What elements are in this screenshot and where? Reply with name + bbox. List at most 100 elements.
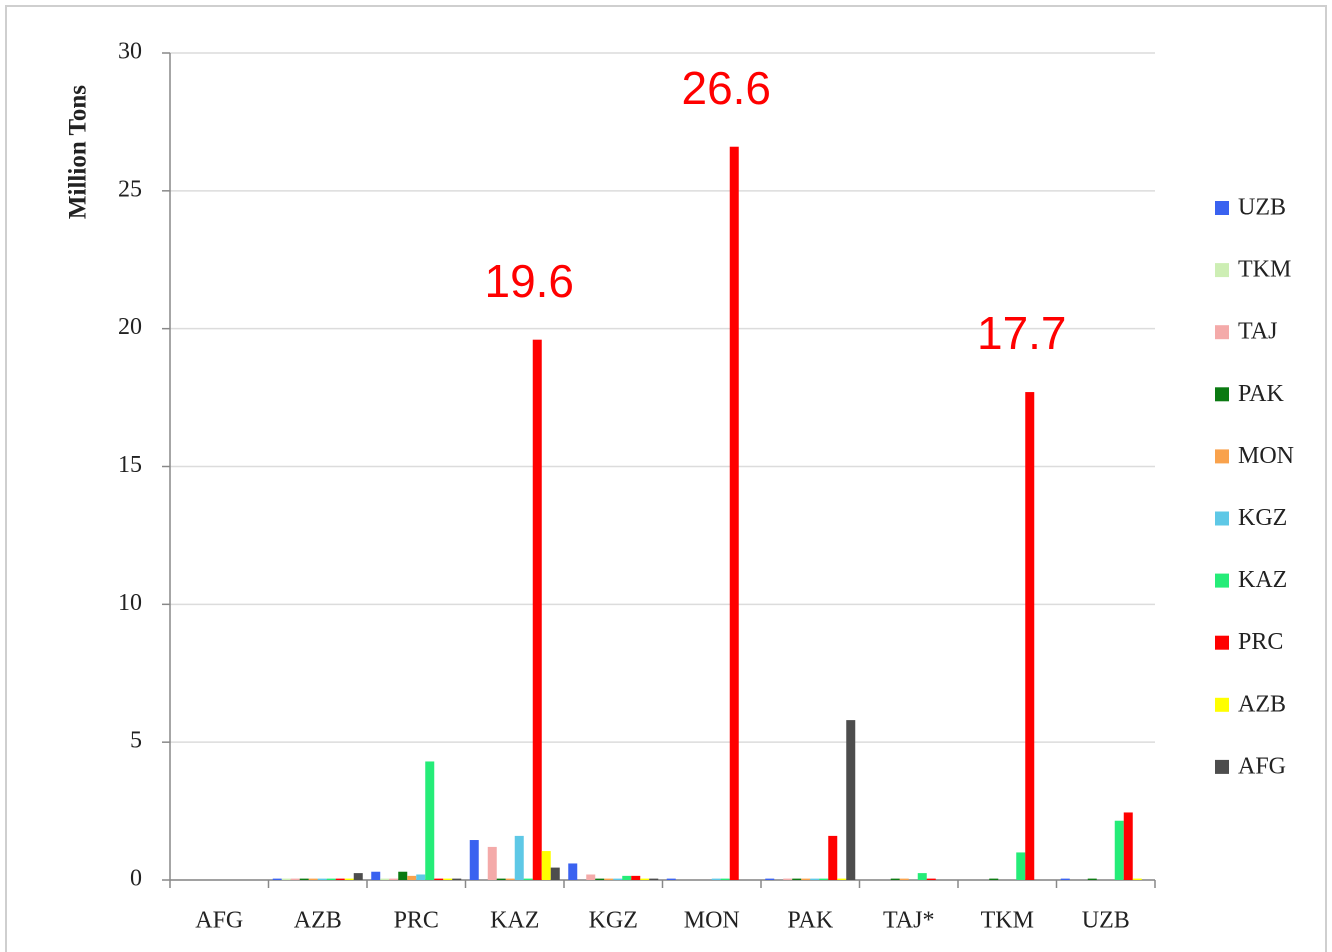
bar (452, 878, 462, 880)
bar (666, 878, 676, 880)
bar (846, 720, 856, 880)
bar (792, 878, 802, 880)
bar (819, 878, 829, 880)
legend-swatch (1215, 759, 1229, 774)
y-tick-label: 25 (118, 176, 142, 202)
y-tick-label: 5 (130, 728, 142, 754)
bar (443, 878, 453, 880)
value-label: 17.7 (977, 307, 1067, 359)
bar (711, 878, 721, 880)
x-tick-label: KGZ (589, 908, 638, 934)
value-label: 19.6 (484, 255, 574, 307)
x-tick-label: PAK (787, 908, 833, 934)
bar (299, 878, 309, 880)
bar (550, 867, 560, 880)
bar (810, 878, 820, 880)
bar (783, 878, 793, 880)
bar (416, 874, 426, 880)
y-tick-label: 10 (118, 590, 142, 616)
bar (631, 875, 641, 880)
bar (326, 878, 336, 880)
y-axis-label: Million Tons (65, 85, 92, 219)
y-tick-label: 20 (118, 314, 142, 340)
bar (926, 878, 936, 880)
x-tick-label: AFG (195, 908, 243, 934)
bar (765, 878, 775, 880)
y-tick-label: 15 (118, 452, 142, 478)
legend-swatch (1215, 697, 1229, 712)
value-label: 26.6 (681, 62, 771, 114)
legend-swatch (1215, 325, 1229, 340)
bar (1114, 820, 1124, 880)
bar (604, 878, 614, 880)
bar (344, 878, 354, 880)
legend-label: AZB (1238, 691, 1286, 717)
bar (505, 878, 515, 880)
legend-label: UZB (1238, 195, 1286, 221)
bar (487, 846, 497, 880)
bar (613, 878, 623, 880)
bar (434, 878, 444, 880)
bar (532, 339, 542, 880)
bar (272, 878, 282, 880)
bar (1016, 852, 1026, 880)
y-tick-label: 0 (130, 866, 142, 892)
legend-swatch (1215, 263, 1229, 278)
x-tick-label: TAJ* (883, 908, 934, 934)
x-tick-label: UZB (1082, 908, 1130, 934)
x-tick-label: KAZ (490, 908, 539, 934)
bar (389, 878, 399, 880)
bar (917, 873, 927, 880)
bar (828, 835, 838, 880)
frame (5, 5, 1327, 952)
bar (837, 878, 847, 880)
legend-label: TAJ (1238, 319, 1277, 345)
bar (308, 878, 318, 880)
bar (1132, 878, 1142, 880)
x-tick-label: TKM (981, 908, 1034, 934)
bar (398, 871, 408, 880)
legend-label: PAK (1238, 381, 1284, 407)
bar (1087, 878, 1097, 880)
legend-swatch (1215, 387, 1229, 402)
bar (801, 878, 811, 880)
bar (380, 878, 390, 880)
legend-swatch (1215, 573, 1229, 588)
y-tick-label: 30 (118, 39, 142, 65)
legend-swatch (1215, 511, 1229, 526)
legend-label: MON (1238, 443, 1294, 469)
x-tick-label: PRC (394, 908, 439, 934)
bar (496, 878, 506, 880)
bar (890, 878, 900, 880)
bar (989, 878, 999, 880)
bar (622, 875, 632, 880)
legend-label: KAZ (1238, 567, 1287, 593)
bar (469, 840, 479, 880)
bar (335, 878, 345, 880)
x-tick-label: MON (684, 908, 740, 934)
bar (1025, 392, 1035, 880)
bar (281, 878, 291, 880)
legend-swatch (1215, 449, 1229, 464)
bar (649, 878, 659, 880)
legend-label: TKM (1238, 257, 1291, 283)
bar (371, 871, 381, 880)
bar (1060, 878, 1070, 880)
legend-label: AFG (1238, 753, 1286, 779)
bar (595, 878, 605, 880)
legend-swatch (1215, 201, 1229, 215)
legend-label: KGZ (1238, 505, 1287, 531)
bar (568, 863, 578, 880)
bar (407, 875, 417, 880)
x-tick-label: AZB (294, 908, 342, 934)
bar (353, 873, 363, 880)
bar (1123, 812, 1133, 880)
bar (899, 878, 909, 880)
legend-swatch (1215, 635, 1229, 650)
bar (640, 878, 650, 880)
bar (729, 146, 739, 880)
bar (317, 878, 327, 880)
legend-label: PRC (1238, 629, 1283, 655)
bar (586, 874, 596, 880)
